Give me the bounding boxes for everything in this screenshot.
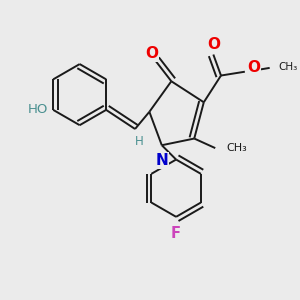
Text: HO: HO	[28, 103, 48, 116]
Text: O: O	[207, 38, 220, 52]
Text: CH₃: CH₃	[278, 62, 298, 72]
Text: H: H	[134, 135, 143, 148]
Text: CH₃: CH₃	[227, 143, 248, 153]
Text: N: N	[155, 153, 168, 168]
Text: O: O	[145, 46, 158, 61]
Text: O: O	[247, 60, 260, 75]
Text: F: F	[171, 226, 181, 242]
